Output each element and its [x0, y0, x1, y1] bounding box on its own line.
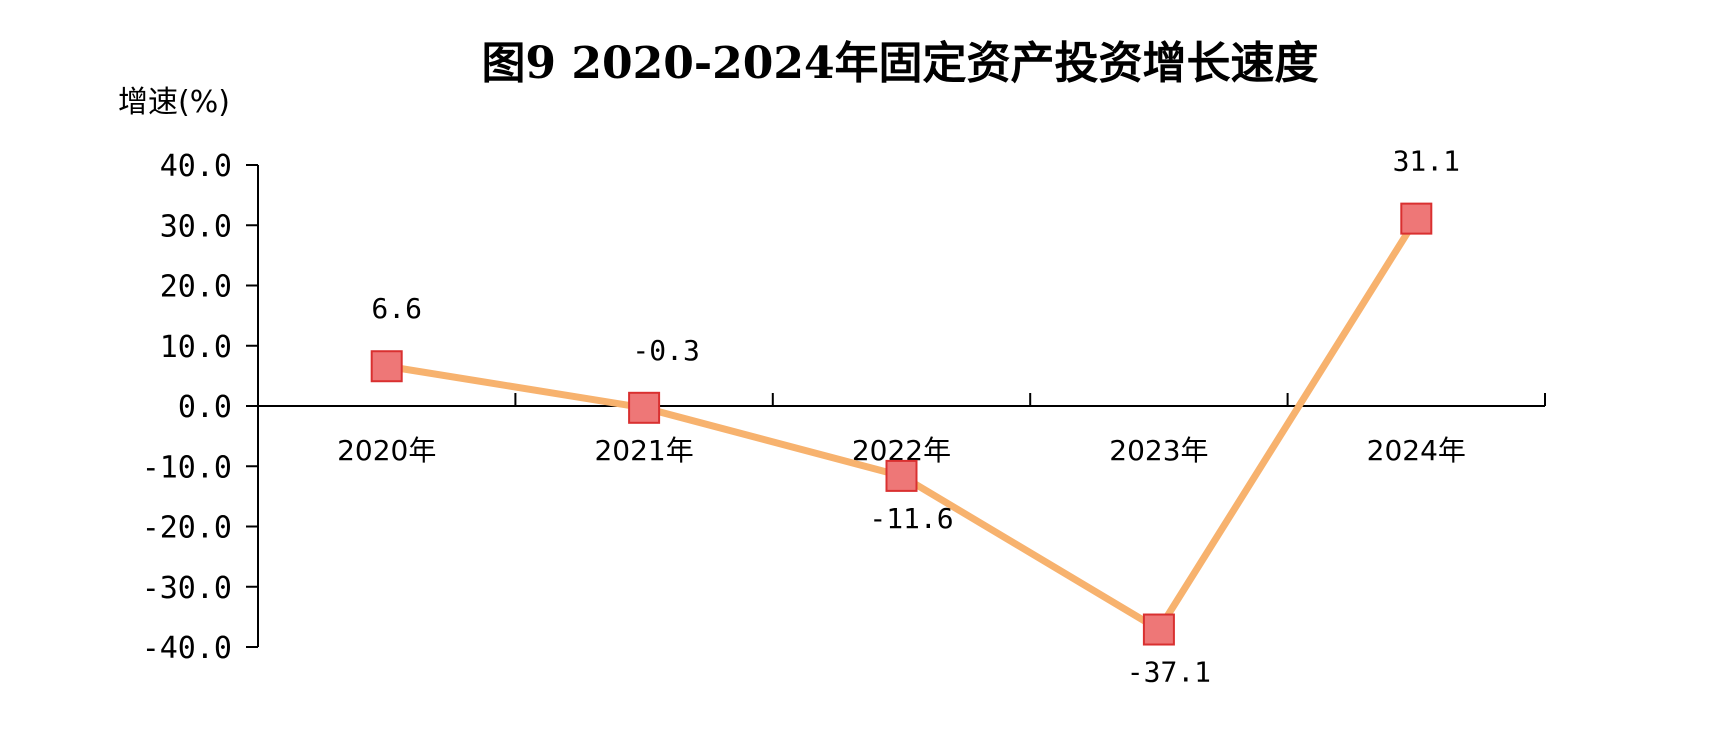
data-point-marker: [1142, 613, 1175, 646]
y-tick-label: 20.0: [160, 270, 232, 305]
series-line: [370, 202, 1433, 646]
x-category-label: 2023年: [1109, 434, 1208, 467]
y-tick-label: -30.0: [142, 571, 232, 606]
axes: 40.0 30.0 20.0 10.0 0.0 -10.0 -20.0 -30.0 -40.0 2…: [142, 149, 1546, 666]
y-tick-label: 0.0: [178, 390, 232, 425]
y-tick-label: 10.0: [160, 330, 232, 365]
y-tick-label: 30.0: [160, 209, 232, 244]
data-label: -37.1: [1127, 656, 1211, 689]
data-point-marker: [628, 391, 661, 424]
data-point-marker: [1400, 202, 1433, 235]
x-category-label: 2021年: [594, 434, 693, 467]
y-tick-label: -10.0: [142, 450, 232, 485]
data-point-marker: [370, 350, 403, 383]
chart-title: 图9 2020-2024年固定资产投资增长速度: [481, 38, 1318, 89]
data-point-marker: [885, 459, 918, 492]
data-labels: 6.6 -0.3 -11.6 -37.1 31.1: [371, 145, 1460, 689]
y-tick-label: 40.0: [160, 149, 232, 184]
data-label: 31.1: [1393, 145, 1460, 178]
x-category-label: 2020年: [337, 434, 436, 467]
data-label: -11.6: [869, 502, 953, 535]
y-tick-label: -40.0: [142, 631, 232, 666]
data-label: 6.6: [371, 292, 422, 325]
data-label: -0.3: [632, 334, 699, 367]
series-line-path: [383, 215, 1420, 634]
x-category-label: 2024年: [1367, 434, 1466, 467]
y-tick-label: -20.0: [142, 511, 232, 546]
y-axis-label: 增速(%): [118, 85, 230, 120]
